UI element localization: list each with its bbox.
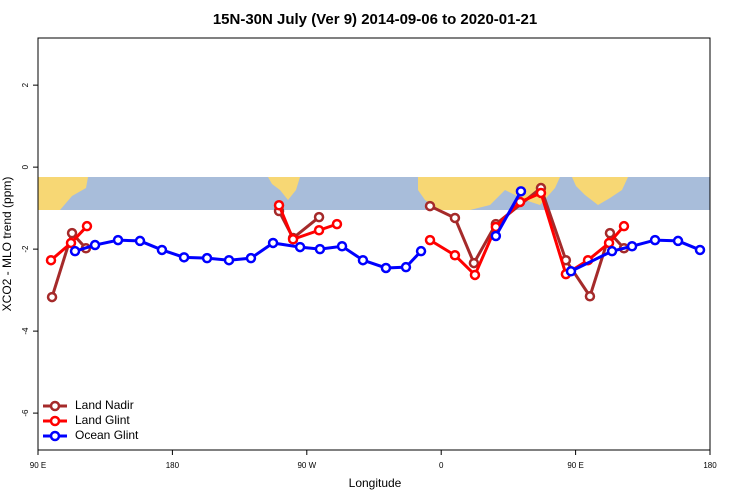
data-point: [515, 186, 527, 197]
y-axis-label: XCO2 - MLO trend (ppm): [0, 177, 14, 312]
data-point: [604, 227, 616, 239]
data-point: [223, 254, 235, 266]
data-point: [273, 200, 285, 211]
legend-marker: [49, 415, 61, 427]
series-line: [277, 204, 338, 242]
data-point: [694, 244, 706, 256]
series-line: [429, 190, 626, 278]
legend-label: Land Nadir: [75, 398, 134, 412]
data-point: [89, 239, 101, 251]
x-tick-label: 180: [703, 461, 717, 470]
data-point: [287, 234, 299, 245]
data-point: [468, 257, 480, 269]
data-point: [245, 252, 257, 264]
data-point: [380, 262, 392, 274]
data-point: [469, 269, 481, 281]
data-point: [156, 244, 168, 256]
x-tick-label: 90 E: [30, 461, 46, 470]
x-tick-label: 90 W: [297, 461, 316, 470]
data-point: [584, 291, 596, 302]
data-point: [178, 252, 190, 263]
data-point: [357, 254, 369, 266]
series-line: [277, 210, 320, 241]
chart-title: 15N-30N July (Ver 9) 2014-09-06 to 2020-…: [213, 11, 537, 28]
legend-label: Land Glint: [75, 413, 130, 427]
data-point: [81, 220, 93, 232]
data-point: [313, 225, 325, 236]
data-point: [626, 241, 638, 252]
data-point: [69, 245, 81, 257]
data-point: [424, 234, 436, 246]
data-point: [134, 235, 146, 247]
map-strip: [38, 177, 710, 210]
data-point: [449, 212, 461, 224]
data-point: [313, 211, 325, 223]
x-tick-label: 90 E: [567, 461, 583, 470]
series-line: [494, 190, 523, 237]
y-tick-label: -2: [21, 245, 30, 253]
data-point: [415, 245, 427, 257]
data-point: [336, 241, 348, 252]
y-tick-label: -4: [21, 327, 30, 335]
data-point: [490, 230, 502, 242]
x-axis-label: Longitude: [349, 476, 402, 490]
data-point: [449, 250, 461, 261]
data-point: [331, 218, 343, 230]
data-point: [565, 266, 577, 277]
legend-marker: [49, 430, 61, 442]
data-point: [66, 227, 78, 239]
data-point: [65, 237, 77, 249]
data-point: [314, 243, 326, 255]
x-tick-label: 0: [439, 461, 444, 470]
y-tick-label: 2: [21, 82, 30, 87]
data-point: [46, 291, 58, 303]
data-point: [535, 187, 547, 199]
legend-marker: [49, 400, 61, 412]
data-point: [267, 237, 279, 249]
data-point: [672, 235, 684, 247]
data-point: [424, 200, 436, 212]
y-tick-label: 0: [21, 164, 30, 169]
data-point: [112, 234, 124, 246]
data-point: [294, 241, 306, 253]
y-tick-label: -6: [21, 409, 30, 417]
data-point: [400, 261, 412, 273]
data-point: [603, 237, 615, 249]
data-point: [649, 234, 661, 246]
legend-label: Ocean Glint: [75, 428, 139, 442]
x-tick-label: 180: [166, 461, 180, 470]
data-point: [201, 252, 213, 264]
data-point: [45, 254, 57, 266]
data-point: [606, 245, 618, 257]
data-point: [618, 220, 630, 232]
plot-frame: [37, 37, 711, 451]
